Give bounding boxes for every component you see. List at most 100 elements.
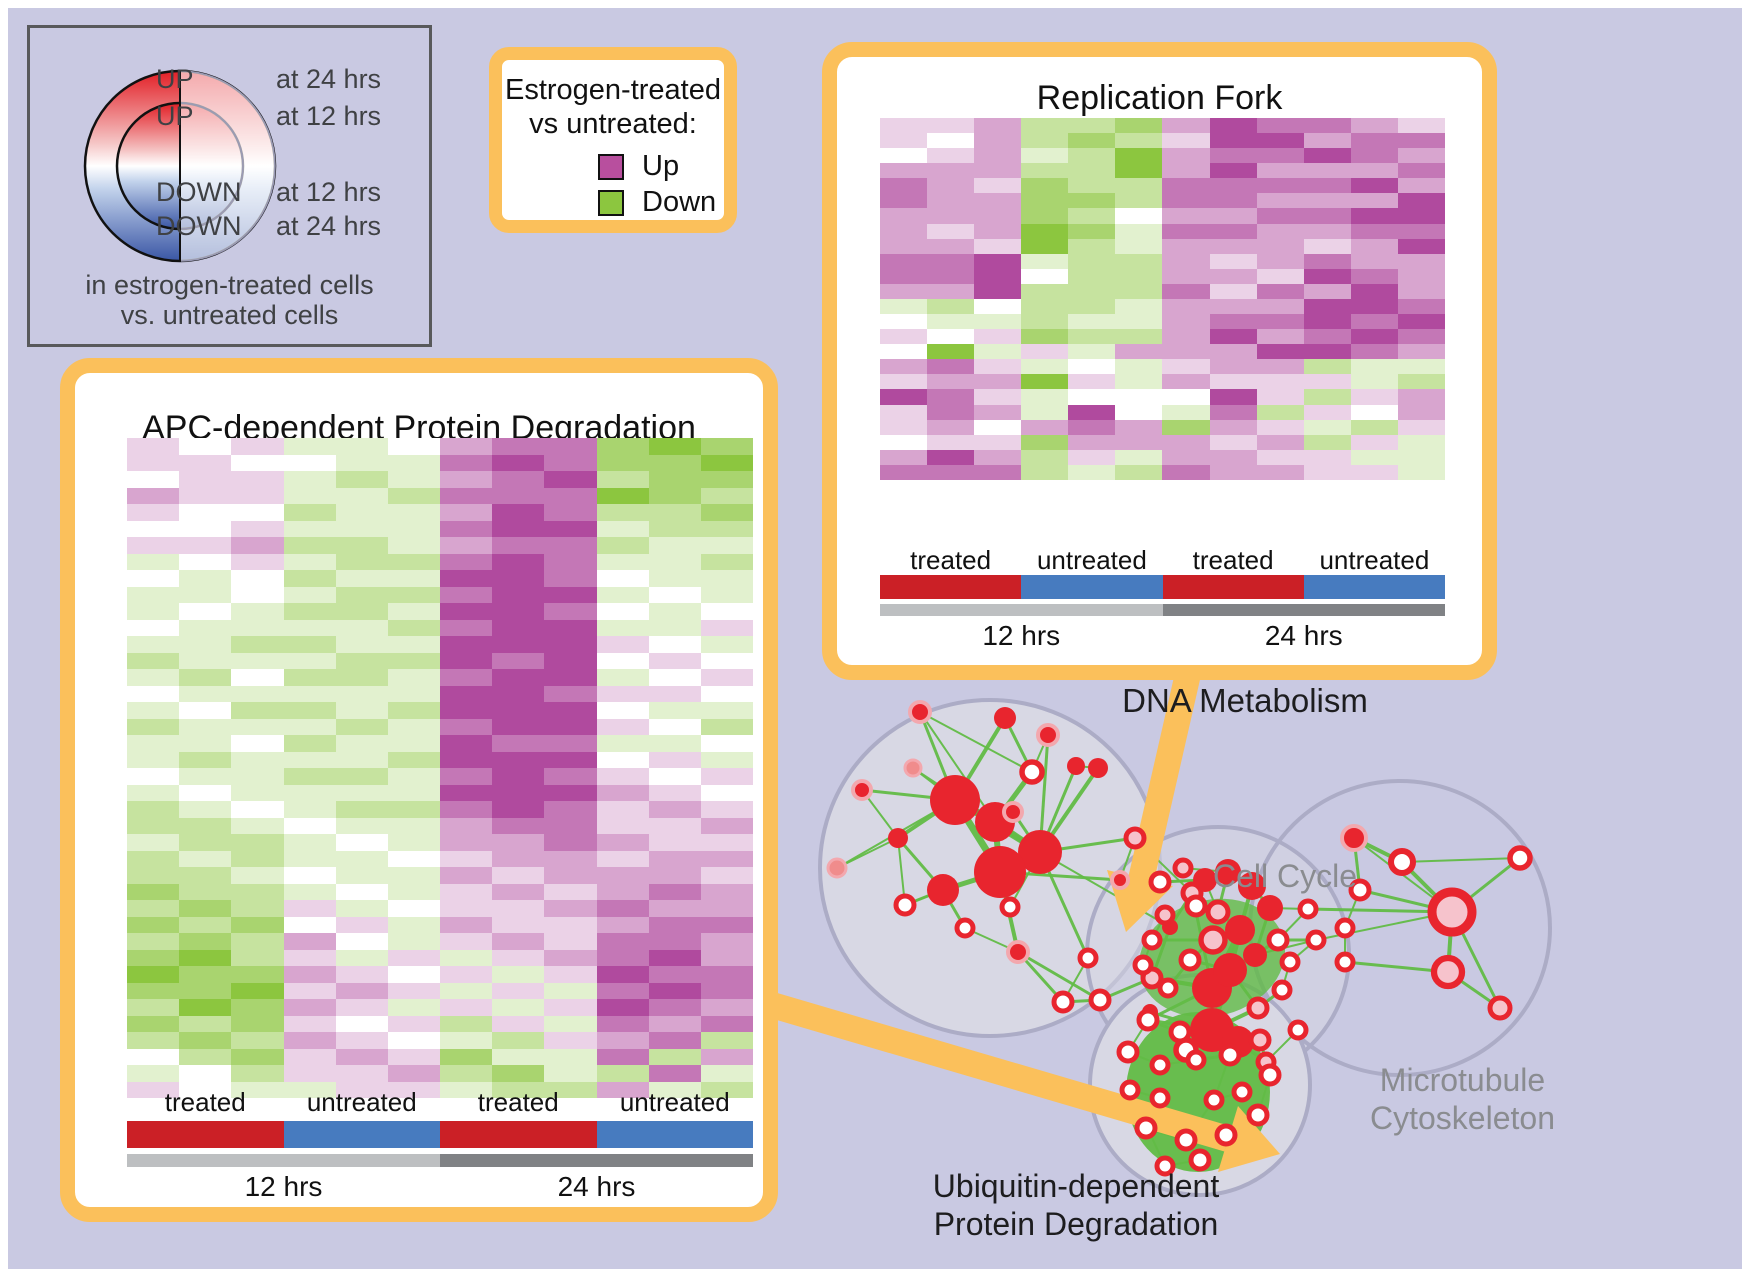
heatmap-cell (335, 933, 388, 950)
heatmap-cell (1397, 314, 1445, 330)
heatmap-cell (1303, 223, 1351, 239)
heatmap-cell (1256, 464, 1304, 480)
heatmap-cell (596, 966, 649, 983)
heatmap-cell (231, 652, 284, 669)
heatmap-cell (1068, 329, 1116, 345)
heatmap-cell (283, 553, 336, 570)
heatmap-cell (283, 636, 336, 653)
heatmap-cell (492, 751, 545, 768)
heatmap-cell (283, 1015, 336, 1032)
heatmap-cell (335, 553, 388, 570)
heatmap-cell (1209, 434, 1257, 450)
heatmap-cell (700, 685, 753, 702)
network-node (1141, 929, 1163, 951)
heatmap-cell (440, 966, 493, 983)
heatmap-cell (1350, 374, 1398, 390)
heatmap-cell (179, 1048, 232, 1065)
heatmap-cell (127, 999, 180, 1016)
heatmap-cell (1115, 208, 1163, 224)
heatmap-cell (974, 223, 1022, 239)
heatmap-cell (283, 685, 336, 702)
group-label: treated (477, 1087, 559, 1117)
network-node (1188, 1148, 1212, 1172)
heatmap-cell (700, 619, 753, 636)
heatmap-cell (440, 801, 493, 818)
heatmap-cell (387, 471, 440, 488)
heatmap-cell (880, 268, 928, 284)
heatmap-cell (927, 389, 975, 405)
heatmap-cell (700, 669, 753, 686)
heatmap-cell (544, 966, 597, 983)
heatmap-cell (1397, 253, 1445, 269)
network-node (1218, 1043, 1242, 1067)
heatmap-cell (1068, 238, 1116, 254)
heatmap-cell (335, 900, 388, 917)
heatmap-cell (335, 1048, 388, 1065)
heatmap-cell (1021, 193, 1069, 209)
heatmap-cell (700, 718, 753, 735)
heatmap-cell (1303, 118, 1351, 134)
group-label: untreated (619, 1087, 730, 1117)
heatmap-cell (127, 900, 180, 917)
heatmap-cell (231, 1015, 284, 1032)
heatmap-cell (127, 751, 180, 768)
heatmap-cell (440, 1032, 493, 1049)
heatmap-cell (440, 586, 493, 603)
heatmap-cell (974, 193, 1022, 209)
heatmap-cell (648, 751, 701, 768)
heatmap-cell (927, 118, 975, 134)
heatmap-cell (492, 652, 545, 669)
heatmap-cell (179, 867, 232, 884)
heatmap-cell (648, 900, 701, 917)
heatmap-cell (387, 867, 440, 884)
heatmap-cell (974, 464, 1022, 480)
heatmap-cell (700, 933, 753, 950)
heatmap-cell (1021, 163, 1069, 179)
heatmap-cell (127, 1065, 180, 1082)
apc-group-labels: treated untreated treated untreated (127, 1087, 753, 1118)
heatmap-cell (231, 834, 284, 851)
network-node (1340, 824, 1368, 852)
heatmap-cell (387, 537, 440, 554)
cluster-label-cell-cycle: Cell Cycle (1212, 858, 1358, 894)
heatmap-cell (648, 883, 701, 900)
hours-label: 24 hrs (1264, 620, 1343, 651)
updown-ring-diagram (83, 69, 277, 263)
heatmap-cell (387, 949, 440, 966)
heatmap-cell (648, 619, 701, 636)
heatmap-cell (231, 553, 284, 570)
heatmap-cell (283, 487, 336, 504)
apc-time-bar (127, 1154, 753, 1167)
heatmap-cell (544, 1015, 597, 1032)
heatmap-cell (1068, 163, 1116, 179)
heatmap-cell (387, 553, 440, 570)
heatmap-cell (127, 982, 180, 999)
heatmap-cell (127, 883, 180, 900)
heatmap-cell (1115, 434, 1163, 450)
network-node (1123, 826, 1147, 850)
heatmap-cell (283, 718, 336, 735)
heatmap-cell (179, 504, 232, 521)
heatmap-cell (700, 471, 753, 488)
heatmap-cell (1162, 419, 1210, 435)
heatmap-cell (283, 900, 336, 917)
heatmap-cell (231, 454, 284, 471)
heatmap-cell (1115, 268, 1163, 284)
network-node (1215, 859, 1241, 885)
heatmap-cell (440, 817, 493, 834)
heatmap-cell (1256, 359, 1304, 375)
heatmap-cell (700, 982, 753, 999)
heatmap-cell (440, 504, 493, 521)
treatment-bar-segment (283, 1121, 440, 1148)
group-label: treated (1192, 545, 1274, 575)
heatmap-cell (231, 850, 284, 867)
heatmap-cell (283, 504, 336, 521)
heatmap-cell (283, 652, 336, 669)
heatmap-cell (1209, 374, 1257, 390)
heatmap-cell (283, 537, 336, 554)
heatmap-cell (492, 487, 545, 504)
heatmap-cell (283, 850, 336, 867)
heatmap-cell (283, 702, 336, 719)
network-node (1172, 857, 1194, 879)
